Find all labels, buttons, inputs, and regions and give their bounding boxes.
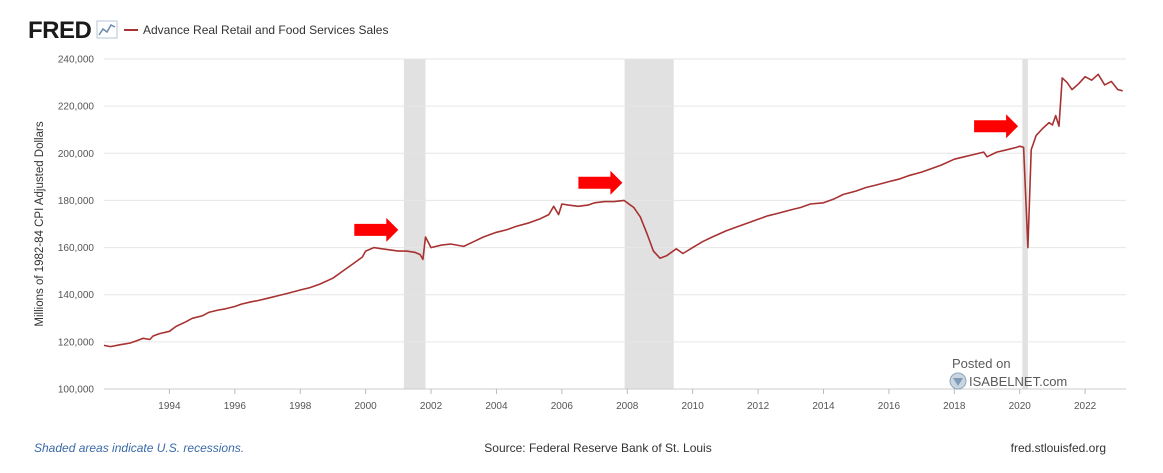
recession-band (1022, 59, 1028, 389)
x-tick-label: 2008 (616, 401, 639, 412)
recession-note: Shaded areas indicate U.S. recessions. (34, 441, 244, 455)
x-tick-label: 2014 (812, 401, 835, 412)
x-tick-label: 2004 (485, 401, 508, 412)
x-tick-label: 2022 (1074, 401, 1097, 412)
isabelnet-logo-icon (949, 372, 967, 390)
y-tick-label: 160,000 (58, 243, 95, 254)
annotation-arrow (354, 217, 399, 242)
x-tick-label: 2012 (747, 401, 770, 412)
fred-graph-icon (96, 20, 118, 39)
annotation-arrow (578, 170, 623, 195)
x-tick-label: 2006 (551, 401, 574, 412)
annotation-arrow (974, 114, 1019, 139)
y-axis-ticks: 100,000 120,000 140,000 160,000 180,000 200,0… (58, 55, 95, 396)
recession-shading (403, 59, 1028, 389)
y-tick-label: 100,000 (58, 385, 95, 396)
x-tick-label: 1998 (289, 401, 312, 412)
gridlines (104, 58, 1126, 390)
x-tick-label: 2016 (878, 401, 901, 412)
site-link[interactable]: fred.stlouisfed.org (1011, 441, 1106, 455)
x-tick-label: 2010 (682, 401, 705, 412)
legend-label[interactable]: Advance Real Retail and Food Services Sa… (143, 23, 388, 37)
x-tick-label: 1996 (224, 401, 247, 412)
x-tick-label: 2000 (355, 401, 378, 412)
watermark-site: ISABELNET.com (969, 374, 1067, 389)
recession-band (403, 59, 426, 389)
isabelnet-watermark: Posted on ISABELNET.com (949, 356, 1067, 390)
y-tick-label: 200,000 (58, 149, 95, 160)
watermark-posted-on: Posted on (952, 356, 1011, 371)
fred-logo[interactable]: FRED (28, 17, 92, 44)
x-tick-label: 1994 (158, 401, 181, 412)
y-tick-label: 220,000 (58, 102, 95, 113)
series-line (103, 73, 1123, 348)
recession-band (624, 59, 674, 389)
y-tick-label: 120,000 (58, 337, 95, 348)
x-tick-label: 2002 (420, 401, 443, 412)
x-axis-ticks: 1994 1996 1998 2000 2002 2004 2006 2008 2010 2012… (158, 389, 1097, 412)
y-tick-label: 140,000 (58, 290, 95, 301)
x-tick-label: 2020 (1009, 401, 1032, 412)
annotation-arrows (354, 114, 1019, 242)
series-layer (103, 73, 1123, 348)
y-tick-label: 180,000 (58, 196, 95, 207)
y-tick-label: 240,000 (58, 55, 95, 66)
x-tick-label: 2018 (943, 401, 966, 412)
y-axis-title: Millions of 1982-84 CPI Adjusted Dollars (34, 121, 46, 326)
source-note: Source: Federal Reserve Bank of St. Loui… (484, 441, 711, 455)
